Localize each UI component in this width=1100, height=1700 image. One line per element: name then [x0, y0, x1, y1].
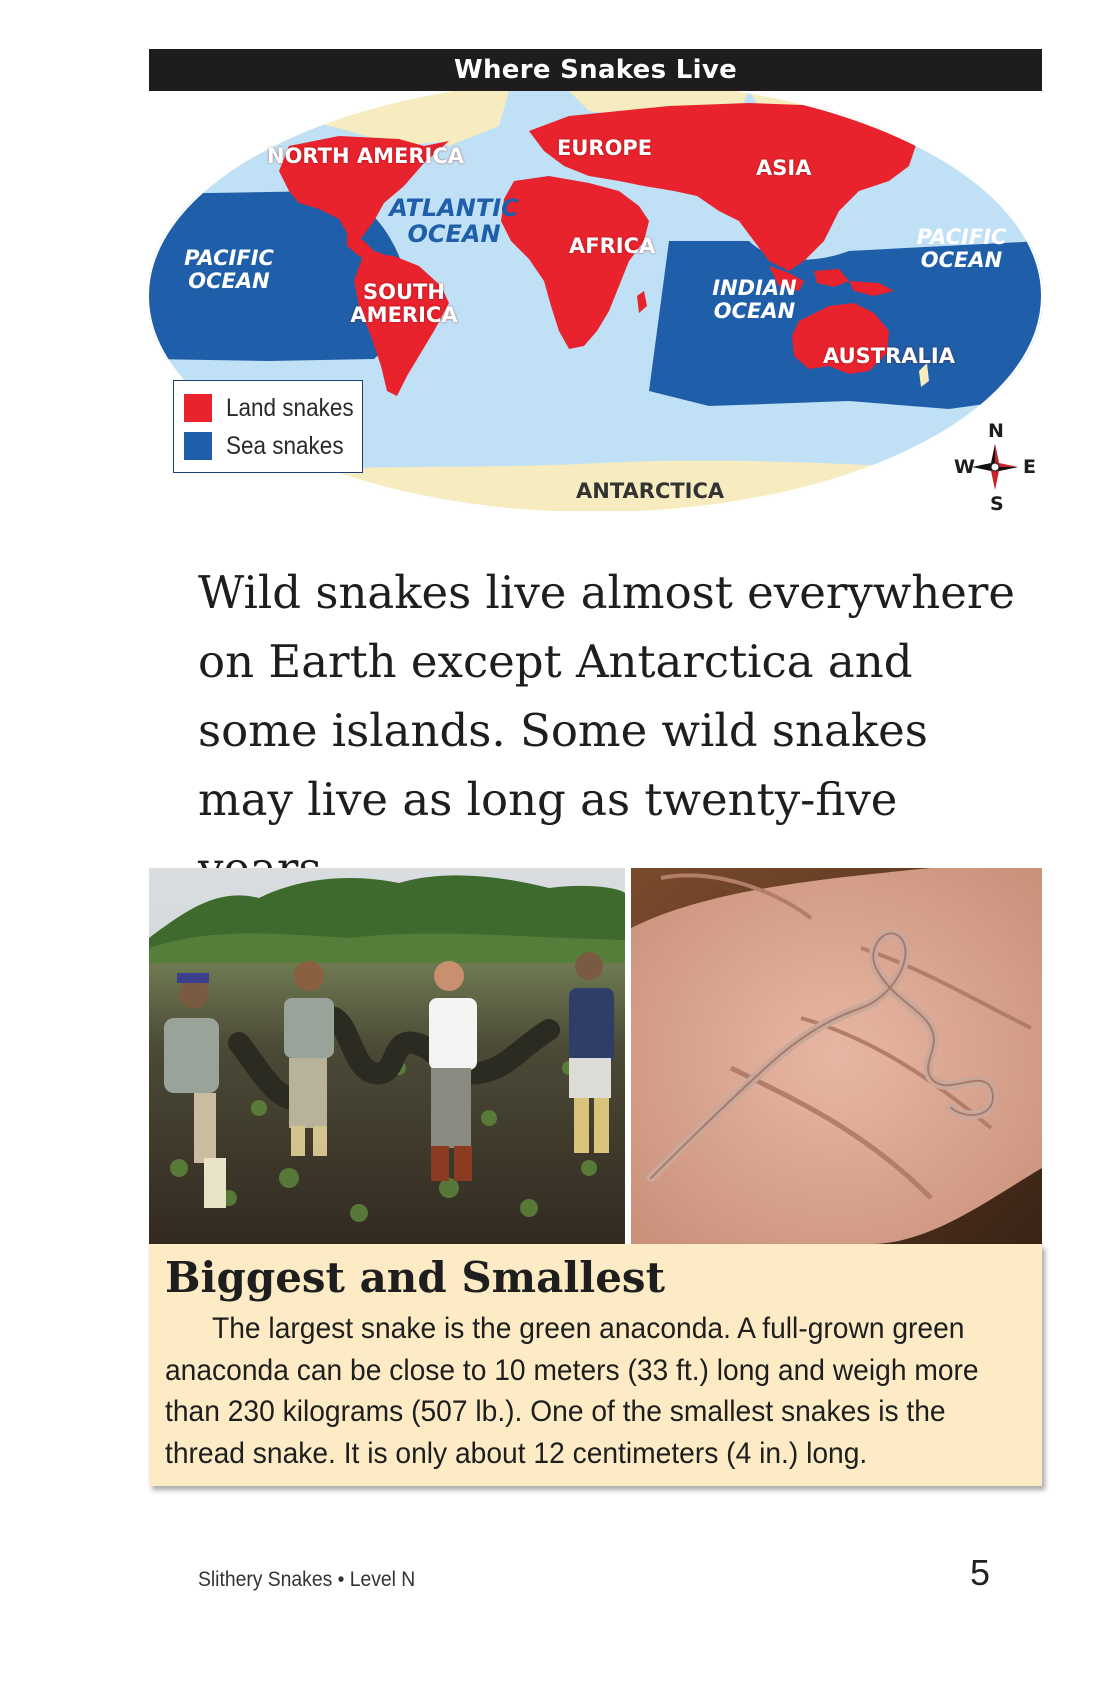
map-title: Where Snakes Live	[149, 49, 1042, 91]
page-number: 5	[970, 1552, 991, 1593]
africa-shape	[501, 176, 649, 349]
australia-shape	[792, 303, 889, 374]
compass-north: N	[988, 420, 1004, 442]
legend-label: Sea snakes	[226, 431, 344, 460]
legend-item-sea-snakes: Sea snakes	[184, 427, 352, 465]
label-north-america: NORTH AMERICA	[267, 144, 465, 168]
label-atlantic-ocean: ATLANTIC OCEAN	[389, 194, 519, 249]
label-south-america: SOUTH AMERICA	[350, 280, 458, 327]
compass-south: S	[990, 493, 1004, 515]
north-america-shape	[279, 136, 449, 241]
thread-snake-photo	[631, 868, 1042, 1244]
eurasia-shape	[529, 103, 919, 271]
body-paragraph: Wild snakes live almost everywhere on Ea…	[198, 566, 1016, 895]
sidebar-box: Biggest and Smallest The largest snake i…	[149, 1244, 1042, 1486]
compass-west: W	[954, 456, 975, 478]
sidebar-title: Biggest and Smallest	[165, 1253, 665, 1302]
footer-book-title: Slithery Snakes • Level N	[198, 1568, 416, 1591]
label-indian-ocean: INDIAN OCEAN	[712, 276, 797, 324]
compass-east: E	[1023, 456, 1036, 478]
label-pacific-ocean-east: PACIFIC OCEAN	[916, 225, 1007, 273]
label-europe: EUROPE	[557, 136, 653, 160]
south-america-shape	[354, 253, 449, 396]
label-australia: AUSTRALIA	[823, 344, 955, 368]
label-pacific-ocean-west: PACIFIC OCEAN	[184, 246, 274, 294]
sea-snakes-swatch	[184, 432, 212, 460]
compass-star	[972, 444, 1018, 490]
label-asia: ASIA	[756, 156, 812, 180]
anaconda-photo	[149, 868, 625, 1244]
legend-label: Land snakes	[226, 393, 354, 422]
sidebar-text: The largest snake is the green anaconda.…	[165, 1312, 979, 1470]
land-snakes-swatch	[184, 394, 212, 422]
label-africa: AFRICA	[569, 234, 656, 258]
map-legend: Land snakes Sea snakes	[173, 380, 363, 473]
label-antarctica: ANTARCTICA	[576, 479, 725, 503]
compass-rose-icon: N W E S	[950, 420, 1040, 515]
legend-item-land-snakes: Land snakes	[184, 389, 354, 427]
